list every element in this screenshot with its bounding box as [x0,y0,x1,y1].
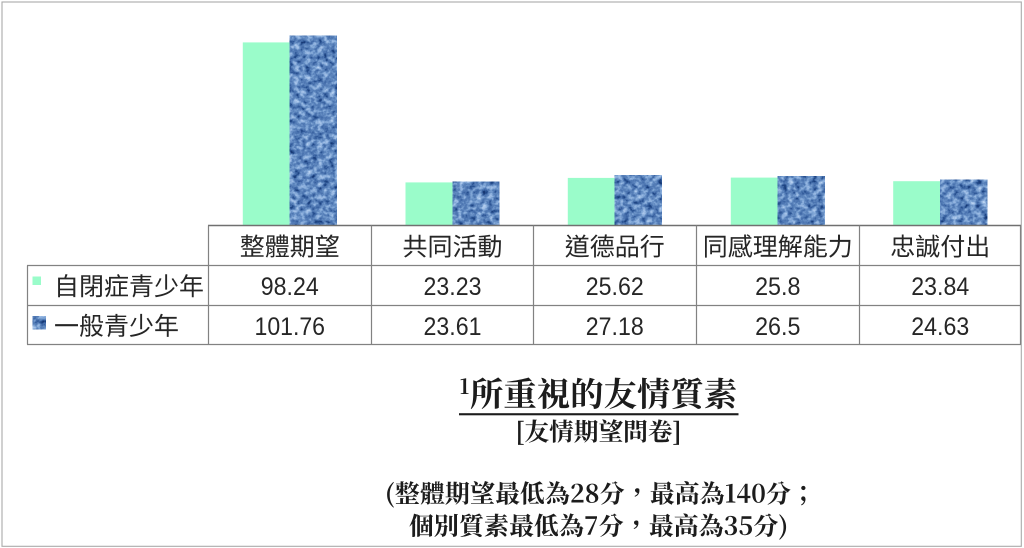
svg-text:25.8: 25.8 [755,273,800,301]
svg-text:23.23: 23.23 [424,273,482,301]
svg-text:23.84: 23.84 [911,273,969,301]
svg-text:26.5: 26.5 [755,313,800,341]
svg-text:98.24: 98.24 [261,273,319,301]
svg-text:27.18: 27.18 [586,313,644,341]
svg-text:25.62: 25.62 [586,273,644,301]
svg-text:23.61: 23.61 [424,313,482,341]
svg-text:101.76: 101.76 [255,313,326,341]
svg-text:24.63: 24.63 [911,313,969,341]
